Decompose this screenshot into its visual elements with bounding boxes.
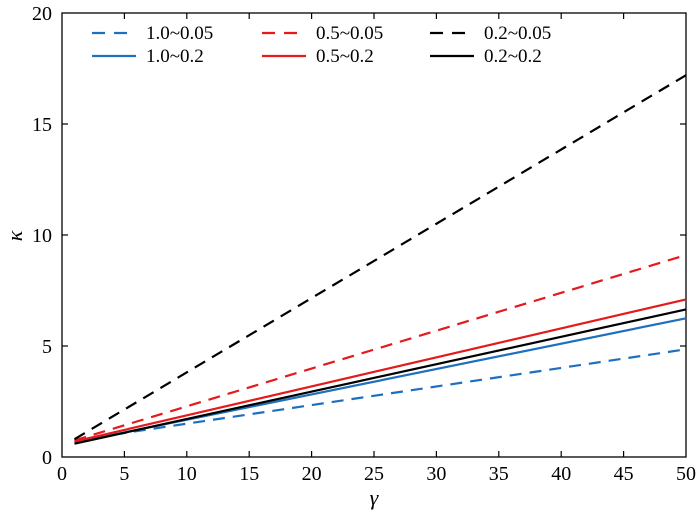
x-tick-label: 25 [364, 463, 384, 485]
x-tick-label: 35 [489, 463, 509, 485]
series-line-0-5-0-2 [74, 298, 687, 443]
x-tick-label: 5 [119, 463, 129, 485]
y-tick-label: 0 [42, 447, 52, 469]
y-tick-label: 5 [42, 336, 52, 358]
series-line-0-2-0-05 [73, 74, 687, 441]
legend-label-0-2-0-2: 0.2~0.2 [484, 46, 542, 67]
series-line-1-0-0-05 [74, 348, 687, 442]
x-tick-label: 15 [239, 463, 259, 485]
legend-label-0-5-0-05: 0.5~0.05 [316, 23, 383, 44]
y-axis-label: κ [2, 230, 27, 241]
series-line-0-5-0-05 [74, 253, 687, 442]
ticks-layer: 0 5 10 15 20 25 30 35 40 45 50 0 5 10 15 20 [32, 3, 696, 485]
legend-label-1-0-0-2: 1.0~0.2 [146, 46, 204, 67]
plot-frame [61, 12, 687, 458]
y-tick-label: 10 [32, 225, 52, 247]
x-tick-label: 30 [426, 463, 446, 485]
legend-label-0-5-0-2: 0.5~0.2 [316, 46, 374, 67]
x-axis-label: γ [370, 485, 380, 510]
legend-label-1-0-0-05: 1.0~0.05 [146, 23, 213, 44]
y-tick-label: 20 [32, 3, 52, 25]
x-tick-label: 20 [302, 463, 322, 485]
x-tick-label: 0 [57, 463, 67, 485]
x-tick-label: 40 [551, 463, 571, 485]
series-layer [73, 74, 687, 445]
series-line-0-2-0-2 [74, 308, 687, 445]
y-tick-label: 15 [32, 114, 52, 136]
legend-label-0-2-0-05: 0.2~0.05 [484, 23, 551, 44]
x-tick-label: 50 [676, 463, 696, 485]
x-tick-label: 45 [614, 463, 634, 485]
x-tick-label: 10 [177, 463, 197, 485]
legend: 1.0~0.05 0.5~0.05 0.2~0.05 1.0~0.2 0.5~0.2 0.… [92, 23, 551, 67]
